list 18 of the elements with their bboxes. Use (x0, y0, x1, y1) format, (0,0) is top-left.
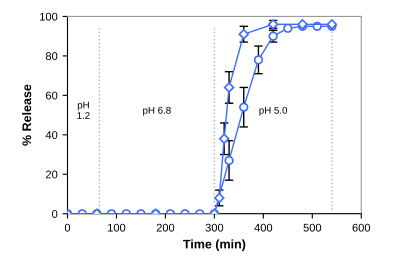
x-tick-label: 0 (64, 224, 70, 232)
y-tick-label: 40 (46, 131, 58, 139)
annotation: pH 1.2 (77, 102, 90, 119)
annotation: pH 5.0 (259, 106, 288, 116)
x-tick-label: 300 (206, 224, 224, 232)
y-tick-label: 60 (46, 92, 58, 100)
annotation: pH 6.8 (143, 106, 171, 116)
x-tick-label: 200 (156, 224, 174, 232)
y-tick-label: 100 (40, 12, 58, 21)
y-tick-label: 20 (46, 170, 58, 178)
x-tick-label: 400 (254, 224, 272, 232)
x-tick-label: 100 (108, 224, 126, 232)
x-axis-title: Time (min) (183, 239, 246, 252)
x-tick-label: 600 (352, 224, 370, 232)
y-tick-label: 0 (52, 210, 58, 218)
x-tick-label: 500 (303, 224, 322, 232)
y-axis-title: % Release (22, 84, 32, 146)
y-tick-label: 80 (46, 52, 58, 60)
